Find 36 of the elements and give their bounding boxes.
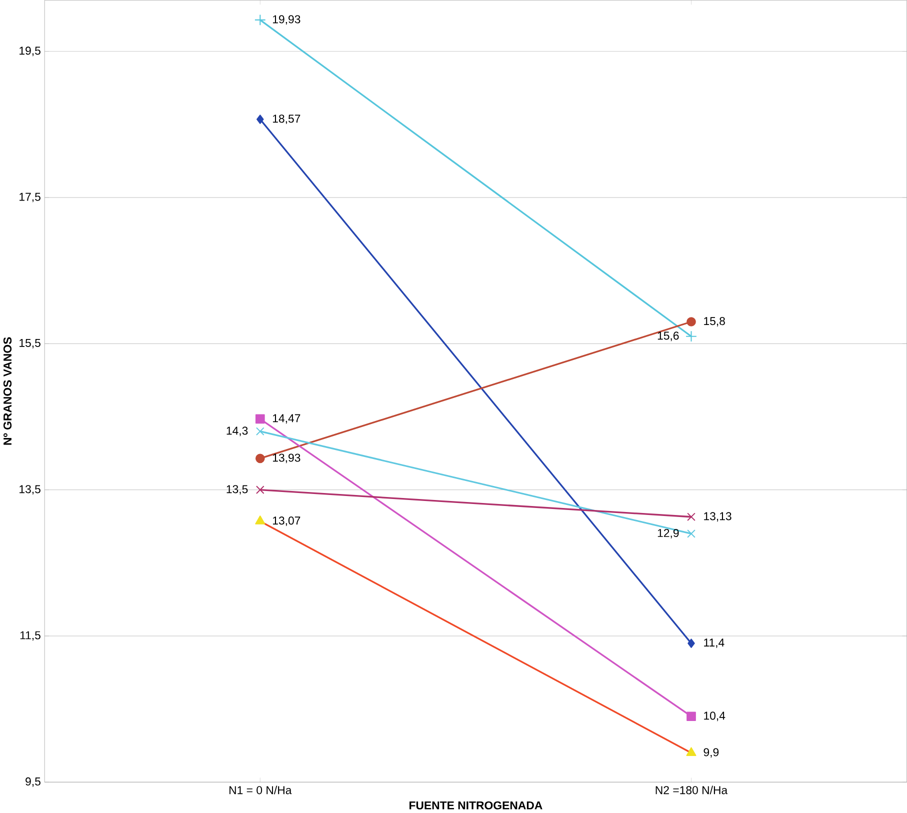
point [255,414,265,424]
x-tick-label: N1 = 0 N/Ha [229,786,292,794]
y-tick-label: 11,5 [20,631,40,641]
data-label: 13,07 [272,516,300,526]
y-tick-label: 17,5 [20,192,40,202]
data-label: 15,6 [658,332,679,342]
y-tick-label: 15,5 [20,339,40,348]
data-label: 19,93 [272,15,300,25]
point [256,427,264,436]
y-tick-label: 9,5 [26,777,40,787]
data-label: 15,8 [704,317,725,327]
data-label: 9,9 [704,748,719,758]
x-tick-label: N2 =180 N/Ha [656,786,728,794]
data-label: 10,4 [704,712,726,722]
data-label: 11,4 [704,638,724,648]
data-label: 18,57 [272,114,300,124]
point [686,317,696,326]
point [687,512,696,522]
point [255,454,265,464]
data-label: 13,5 [226,485,248,495]
point [254,14,266,26]
data-label: 14,47 [272,414,300,424]
data-label: 14,3 [226,426,248,436]
data-label: 13,93 [272,454,300,464]
point [686,712,696,722]
data-label: 13,13 [704,512,732,522]
y-tick-label: 13,5 [20,485,40,495]
y-tick-label: 19,5 [20,46,40,56]
point [687,530,696,538]
point [256,114,264,124]
point [256,486,264,494]
y-axis-title: Nº GRANOS VANOS [3,337,12,445]
data-label: 12,9 [658,529,679,538]
point [688,638,695,648]
point [686,330,697,342]
x-axis-title: FUENTE NITROGENADA [409,801,542,810]
